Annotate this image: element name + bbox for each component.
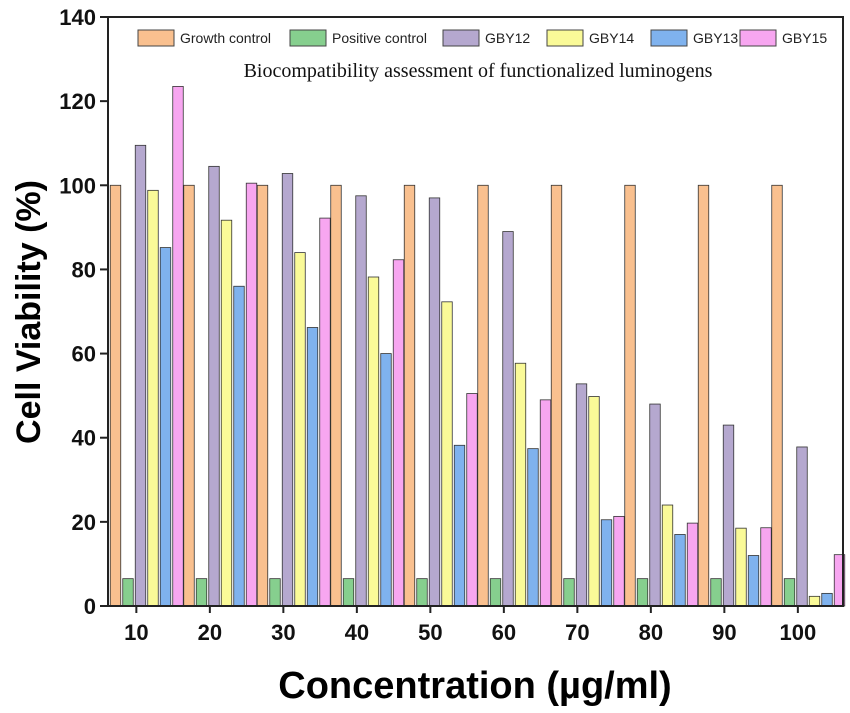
legend-swatch xyxy=(442,29,480,47)
bar-positive-control-20 xyxy=(195,578,208,607)
bars-layer xyxy=(109,86,846,607)
bar-gby13-100 xyxy=(821,592,833,607)
bar-gby14-10 xyxy=(147,189,159,607)
bar-gby15-10 xyxy=(172,86,184,607)
legend-label: GBY14 xyxy=(589,30,634,46)
y-axis-title: Cell Viability (%) xyxy=(10,180,48,444)
legend-label: Growth control xyxy=(180,30,271,46)
bar-gby14-40 xyxy=(367,276,380,607)
bar-gby15-60 xyxy=(539,399,552,607)
bar-gby13-60 xyxy=(527,448,539,607)
bar-growth-control-40 xyxy=(330,184,342,607)
bar-gby13-50 xyxy=(453,444,466,607)
bar-growth-control-80 xyxy=(624,184,636,607)
bar-gby12-80 xyxy=(649,403,661,607)
bar-growth-control-20 xyxy=(183,184,195,607)
bar-gby14-90 xyxy=(735,527,747,607)
bar-positive-control-70 xyxy=(563,578,575,607)
bar-gby12-40 xyxy=(355,195,367,607)
y-ticks: 0 20 40 60 80 100 120 140 xyxy=(59,5,108,619)
bar-gby12-100 xyxy=(796,446,808,607)
bar-gby12-10 xyxy=(134,144,147,607)
legend-label: GBY15 xyxy=(782,30,827,46)
bar-growth-control-90 xyxy=(697,184,710,607)
y-tick-label: 80 xyxy=(72,257,96,282)
bar-gby15-30 xyxy=(319,217,331,607)
bar-positive-control-100 xyxy=(783,578,796,607)
x-tick-label: 40 xyxy=(345,620,369,645)
bar-gby12-60 xyxy=(502,231,514,607)
bar-gby13-80 xyxy=(674,534,686,607)
legend-swatch xyxy=(137,29,175,47)
bar-positive-control-90 xyxy=(710,578,722,607)
bar-gby15-80 xyxy=(686,522,699,607)
bar-gby12-70 xyxy=(575,383,588,607)
bar-gby15-70 xyxy=(613,515,625,607)
bar-gby13-20 xyxy=(233,285,245,607)
x-ticks: 10 20 30 40 50 60 70 80 90 100 xyxy=(124,606,816,645)
x-tick-label: 60 xyxy=(492,620,516,645)
x-tick-label: 80 xyxy=(639,620,663,645)
x-axis-title: Concentration (µg/ml) xyxy=(278,665,671,707)
x-tick-label: 100 xyxy=(779,620,816,645)
bar-gby12-90 xyxy=(722,424,735,607)
legend-label: Positive control xyxy=(332,30,427,46)
x-tick-label: 30 xyxy=(271,620,295,645)
bar-gby15-40 xyxy=(392,259,405,607)
bar-gby13-40 xyxy=(380,353,392,607)
bar-positive-control-30 xyxy=(269,578,281,607)
bar-growth-control-30 xyxy=(256,184,269,607)
y-tick-label: 120 xyxy=(59,89,96,114)
bar-gby12-30 xyxy=(281,173,294,607)
bar-gby13-30 xyxy=(306,327,319,607)
bar-gby13-10 xyxy=(159,247,172,607)
legend: Growth control Positive control GBY12 GBY14… xyxy=(137,29,827,47)
bar-gby12-50 xyxy=(428,197,441,607)
legend-swatch xyxy=(650,29,688,47)
y-tick-label: 140 xyxy=(59,5,96,30)
x-tick-label: 50 xyxy=(418,620,442,645)
bar-gby14-20 xyxy=(220,219,233,607)
y-tick-label: 100 xyxy=(59,173,96,198)
bar-gby14-80 xyxy=(661,504,674,607)
plot-frame xyxy=(107,16,844,607)
x-tick-label: 90 xyxy=(712,620,736,645)
legend-label: GBY12 xyxy=(485,30,530,46)
bar-growth-control-50 xyxy=(403,184,416,607)
axes-layer xyxy=(107,16,844,607)
chart-title: Biocompatibility assessment of functiona… xyxy=(244,60,713,82)
x-tick-label: 10 xyxy=(124,620,148,645)
legend-swatch xyxy=(546,29,584,47)
y-tick-label: 20 xyxy=(72,510,96,535)
bar-gby14-50 xyxy=(441,301,453,607)
bar-growth-control-60 xyxy=(477,184,489,607)
bar-gby15-20 xyxy=(245,182,258,607)
x-tick-label: 70 xyxy=(565,620,589,645)
bar-gby14-60 xyxy=(514,362,527,607)
y-tick-label: 0 xyxy=(84,594,96,619)
bar-growth-control-100 xyxy=(771,184,783,607)
bar-gby15-50 xyxy=(466,393,478,607)
bar-gby13-90 xyxy=(747,555,760,607)
bar-growth-control-10 xyxy=(109,184,122,607)
bar-positive-control-40 xyxy=(342,578,355,607)
bar-growth-control-70 xyxy=(550,184,563,607)
bar-gby15-90 xyxy=(760,527,772,607)
bar-gby14-30 xyxy=(294,252,306,607)
y-tick-label: 40 xyxy=(72,426,96,451)
x-tick-label: 20 xyxy=(198,620,222,645)
legend-swatch xyxy=(289,29,327,47)
bar-positive-control-50 xyxy=(416,578,428,607)
legend-swatch xyxy=(739,29,777,47)
bar-positive-control-60 xyxy=(489,578,502,607)
bar-positive-control-10 xyxy=(122,578,134,607)
legend-label: GBY13 xyxy=(693,30,738,46)
bar-gby13-70 xyxy=(600,519,613,607)
bar-gby14-70 xyxy=(588,396,600,607)
bar-gby12-20 xyxy=(208,165,220,607)
bar-gby14-100 xyxy=(808,595,821,607)
bar-positive-control-80 xyxy=(636,578,649,607)
y-tick-label: 60 xyxy=(72,342,96,367)
